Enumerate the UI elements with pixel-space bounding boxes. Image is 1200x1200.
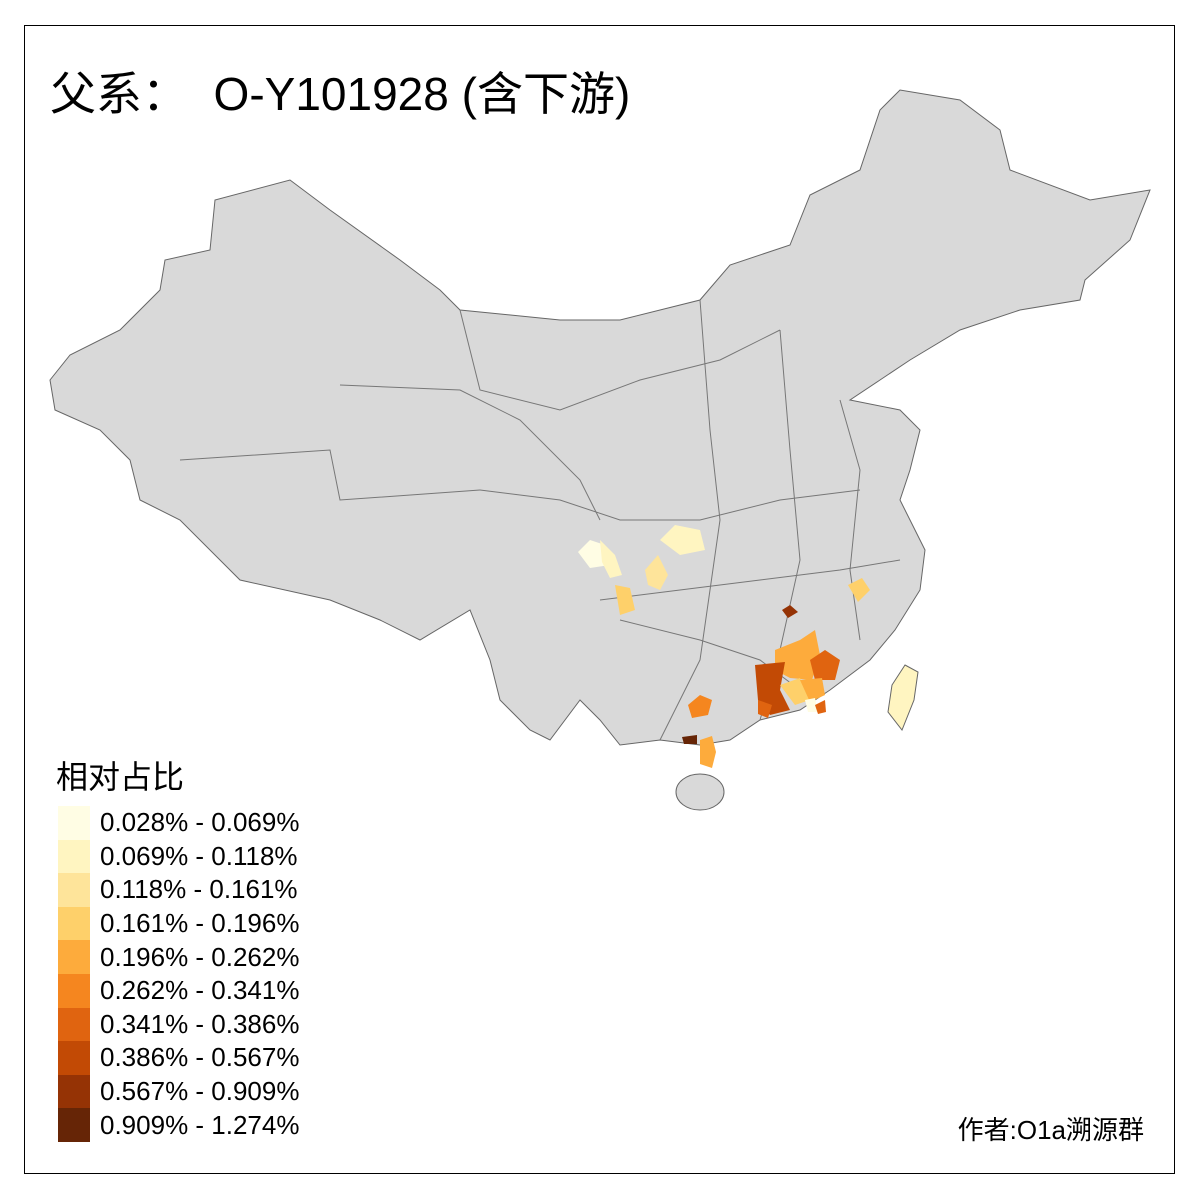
legend-label: 0.028% - 0.069% <box>100 807 300 838</box>
legend-item: 0.028% - 0.069% <box>58 806 299 840</box>
legend-swatch <box>58 940 90 974</box>
highlighted-regions <box>578 525 919 768</box>
legend-label: 0.341% - 0.386% <box>100 1008 300 1039</box>
legend-swatch <box>58 806 90 840</box>
legend-swatch <box>58 1007 90 1042</box>
legend-item: 0.341% - 0.386% <box>58 1007 300 1042</box>
legend-label: 0.567% - 0.909% <box>100 1076 300 1107</box>
legend-swatch <box>58 1041 90 1075</box>
legend-item: 0.069% - 0.118% <box>58 839 299 874</box>
map-title: 父系： O-Y101928 (含下游) <box>50 68 631 120</box>
legend-item: 0.118% - 0.161% <box>58 873 299 907</box>
mainland-china <box>49 89 1151 746</box>
legend: 0.028% - 0.069% 0.069% - 0.118% 0.118% - 0… <box>58 806 299 1142</box>
legend-item: 0.909% - 1.274% <box>58 1108 299 1142</box>
legend-item: 0.386% - 0.567% <box>58 1041 299 1075</box>
map-frame <box>24 25 1175 1174</box>
legend-swatch <box>58 839 90 874</box>
hainan <box>675 773 725 811</box>
legend-swatch <box>58 1074 90 1109</box>
legend-item: 0.567% - 0.909% <box>58 1074 300 1109</box>
legend-label: 0.262% - 0.341% <box>100 975 300 1006</box>
legend-label: 0.386% - 0.567% <box>100 1042 300 1073</box>
legend-swatch <box>58 1108 90 1142</box>
legend-label: 0.118% - 0.161% <box>100 874 298 905</box>
legend-item: 0.262% - 0.341% <box>58 973 300 1008</box>
legend-item: 0.196% - 0.262% <box>58 940 299 974</box>
legend-swatch <box>58 906 90 941</box>
legend-label: 0.196% - 0.262% <box>100 941 300 972</box>
legend-label: 0.909% - 1.274% <box>100 1109 300 1140</box>
legend-swatch <box>58 873 90 907</box>
legend-title: 相对占比 <box>56 758 185 796</box>
legend-swatch <box>58 973 90 1008</box>
legend-item: 0.161% - 0.196% <box>58 906 300 941</box>
legend-label: 0.161% - 0.196% <box>100 908 300 939</box>
legend-label: 0.069% - 0.118% <box>100 840 298 871</box>
author-credit: 作者:O1a溯源群 <box>957 1115 1144 1145</box>
